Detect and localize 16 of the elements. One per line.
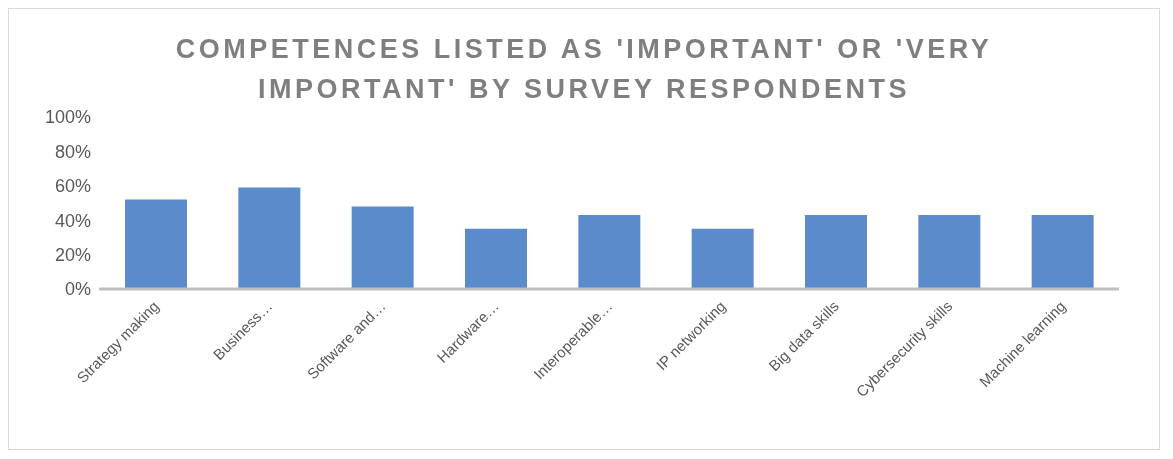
bar <box>238 187 301 289</box>
bar <box>691 228 754 289</box>
bar <box>805 215 867 289</box>
y-tick-label: 100% <box>44 107 91 128</box>
y-tick-label: 60% <box>54 176 91 197</box>
y-tick-label: 80% <box>54 141 91 162</box>
bar <box>918 215 981 289</box>
y-tick-label: 20% <box>54 244 91 265</box>
y-tick-label: 40% <box>54 210 91 231</box>
bar <box>125 199 187 289</box>
bar <box>351 206 414 289</box>
bar <box>465 228 527 289</box>
chart-title: COMPETENCES LISTED AS 'IMPORTANT' OR 'VERY IMPORTANT' BY SURVEY RESPONDENTS <box>174 33 994 106</box>
bar <box>578 215 641 289</box>
bar <box>1031 215 1094 289</box>
y-tick-label: 0% <box>64 279 91 300</box>
